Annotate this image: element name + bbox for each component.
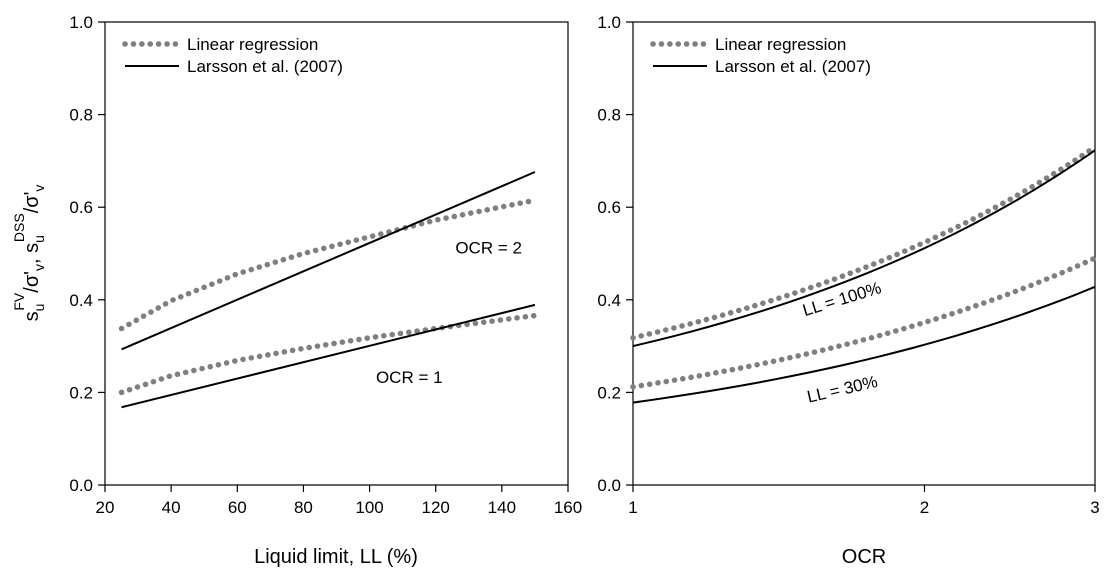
legend-label: Larsson et al. (2007) (715, 57, 871, 76)
y-tick-label: 0.0 (69, 476, 93, 495)
left-series-layer (118, 171, 538, 409)
series-annotation: LL = 30% (805, 372, 879, 407)
right-series-layer (630, 144, 1098, 404)
regression-line (630, 255, 1098, 390)
y-tick-label: 0.0 (597, 476, 621, 495)
regression-line (118, 197, 538, 332)
series-annotation: LL = 100% (800, 278, 883, 320)
larsson-line (632, 149, 1096, 348)
x-tick-label: 120 (422, 498, 450, 517)
x-tick-label: 140 (488, 498, 516, 517)
y-tick-label: 1.0 (597, 13, 621, 32)
x-tick-label: 60 (228, 498, 247, 517)
larsson-line (632, 285, 1096, 404)
x-tick-label: 20 (96, 498, 115, 517)
left-tick-group: 20 40 60 80 100 120 140 160 0.0 0.2 0.4 0.6 0.8 1.0 (69, 13, 582, 517)
x-tick-label: 1 (628, 498, 637, 517)
y-tick-label: 0.4 (69, 291, 93, 310)
regression-line (630, 144, 1098, 341)
x-tick-label: 160 (554, 498, 582, 517)
y-tick-label: 0.6 (69, 198, 93, 217)
y-tick-label: 0.2 (69, 383, 93, 402)
left-x-axis-title: Liquid limit, LL (%) (254, 546, 418, 568)
x-tick-label: 2 (920, 498, 929, 517)
series-annotation: OCR = 1 (376, 368, 443, 387)
right-x-axis-title: OCR (842, 546, 886, 568)
left-annotation-layer: OCR = 2 OCR = 1 (376, 239, 522, 388)
larsson-line (121, 303, 536, 409)
left-y-axis-title: suFV/σ'v, suDSS/σ'v (11, 185, 47, 322)
right-chart-panel: 1 2 30.00.20.40.60.81.0 LL = 100%LL = 30% … (597, 13, 1099, 568)
right-plot-frame (632, 21, 1096, 486)
right-annotation-layer: LL = 100% LL = 30% (800, 278, 883, 406)
right-tick-group: 1 2 3 0.0 0.2 0.4 0.6 0.8 1.0 (597, 13, 1099, 517)
x-tick-label: 40 (162, 498, 181, 517)
left-legend: Linear regression Larsson et al. (2007) (122, 35, 343, 76)
y-tick-label: 0.8 (69, 106, 93, 125)
left-chart-panel: 20 40 60 80 100 120 140 160 0.0 0.2 0.4 0.6 0.8 1.0 O… (11, 13, 582, 568)
legend-label: Larsson et al. (2007) (187, 57, 343, 76)
y-tick-label: 1.0 (69, 13, 93, 32)
legend-label: Linear regression (715, 35, 846, 54)
y-tick-label: 0.4 (597, 291, 621, 310)
left-plot-frame (104, 21, 569, 486)
x-tick-label: 3 (1090, 498, 1099, 517)
y-tick-label: 0.8 (597, 106, 621, 125)
larsson-line (121, 171, 536, 351)
series-annotation: OCR = 2 (455, 239, 522, 258)
x-tick-label: 100 (355, 498, 383, 517)
y-tick-label: 0.6 (597, 198, 621, 217)
y-tick-label: 0.2 (597, 383, 621, 402)
legend-label: Linear regression (187, 35, 318, 54)
regression-line (118, 312, 538, 396)
right-legend: Linear regression Larsson et al. (2007) (650, 35, 871, 76)
x-tick-label: 80 (294, 498, 313, 517)
